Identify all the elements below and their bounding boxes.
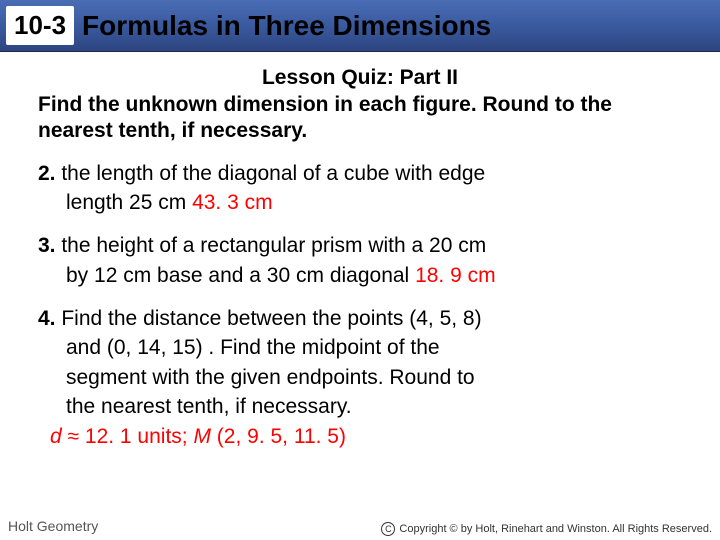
question-4-answer-m-var: M — [193, 425, 216, 448]
quiz-title: Lesson Quiz: Part II — [38, 66, 682, 90]
question-4-text-line1: Find the distance between the points (4,… — [56, 307, 482, 330]
chapter-badge: 10-3 — [6, 6, 74, 45]
question-2-text-line2: length 25 cm — [66, 191, 192, 214]
question-2-number: 2. — [38, 162, 56, 185]
question-3: 3. the height of a rectangular prism wit… — [38, 231, 682, 290]
question-4: 4. Find the distance between the points … — [38, 304, 682, 451]
question-2-answer: 43. 3 cm — [192, 191, 273, 214]
question-3-answer: 18. 9 cm — [415, 264, 496, 287]
copyright-icon: C — [381, 522, 395, 536]
question-2: 2. the length of the diagonal of a cube … — [38, 159, 682, 218]
quiz-instructions: Find the unknown dimension in each figur… — [38, 92, 682, 145]
question-2-text-line1: the length of the diagonal of a cube wit… — [56, 162, 486, 185]
question-4-number: 4. — [38, 307, 56, 330]
content-area: Lesson Quiz: Part II Find the unknown di… — [0, 52, 720, 451]
question-4-text-line4: the nearest tenth, if necessary. — [38, 392, 682, 421]
question-3-number: 3. — [38, 234, 56, 257]
question-3-line2-wrap: by 12 cm base and a 30 cm diagonal 18. 9… — [38, 261, 682, 290]
header-bar: 10-3 Formulas in Three Dimensions — [0, 0, 720, 52]
question-4-answer-d-value: 12. 1 units; — [85, 425, 194, 448]
question-3-text-line1: the height of a rectangular prism with a… — [56, 234, 487, 257]
question-2-line2-wrap: length 25 cm 43. 3 cm — [38, 188, 682, 217]
footer-right: C Copyright © by Holt, Rinehart and Wins… — [381, 522, 712, 536]
footer-right-text: Copyright © by Holt, Rinehart and Winsto… — [399, 523, 712, 535]
question-4-text-line3: segment with the given endpoints. Round … — [38, 363, 682, 392]
footer-left: Holt Geometry — [8, 518, 98, 534]
question-4-answer-wrap: d ≈ 12. 1 units; M (2, 9. 5, 11. 5) — [38, 422, 682, 451]
question-4-answer-m-value: (2, 9. 5, 11. 5) — [217, 425, 346, 448]
question-3-text-line2: by 12 cm base and a 30 cm diagonal — [66, 264, 415, 287]
question-4-text-line2: and (0, 14, 15) . Find the midpoint of t… — [38, 333, 682, 362]
question-4-answer-d-var: d — [50, 425, 62, 448]
question-4-answer-approx: ≈ — [62, 425, 85, 448]
header-title: Formulas in Three Dimensions — [82, 10, 491, 42]
